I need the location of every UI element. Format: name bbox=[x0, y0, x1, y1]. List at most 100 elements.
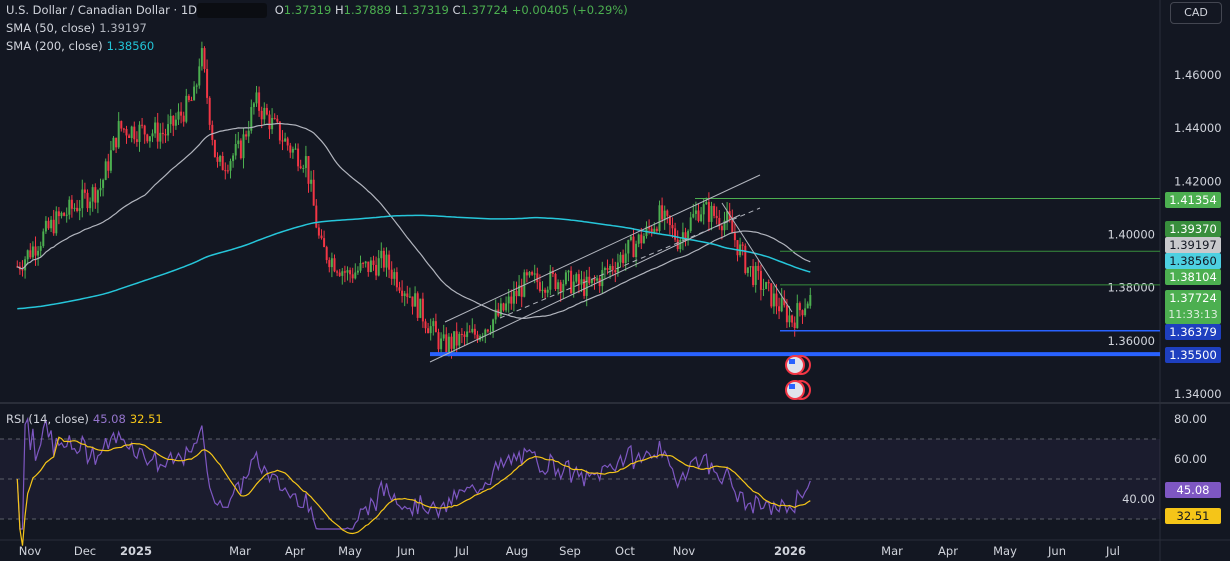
candle-body bbox=[603, 267, 606, 271]
candle-body bbox=[190, 100, 193, 102]
candle-body bbox=[52, 219, 55, 234]
candle-body bbox=[333, 258, 336, 272]
candle-body bbox=[198, 66, 201, 86]
candle-body bbox=[37, 250, 40, 256]
sma50-legend[interactable]: SMA (50, close) 1.39197 bbox=[6, 21, 147, 35]
time-tick-label: Apr bbox=[285, 544, 305, 558]
time-tick-label: May bbox=[338, 544, 362, 558]
candle-body bbox=[291, 148, 294, 153]
candle-body bbox=[390, 269, 393, 279]
candle-body bbox=[380, 250, 383, 259]
price-tick-label: 1.34000 bbox=[1174, 387, 1222, 401]
candle-body bbox=[741, 244, 744, 246]
candle-body bbox=[55, 211, 58, 234]
candle-body bbox=[624, 253, 627, 264]
candle-body bbox=[68, 199, 71, 215]
candle-body bbox=[772, 293, 775, 307]
symbol-title: U.S. Dollar / Canadian Dollar · 1D bbox=[6, 3, 198, 17]
candle-body bbox=[128, 135, 131, 139]
candle-body bbox=[767, 282, 770, 284]
candle-body bbox=[775, 293, 778, 307]
candle-body bbox=[219, 155, 222, 162]
candle-body bbox=[562, 284, 565, 292]
candle-body bbox=[211, 124, 214, 140]
candle-body bbox=[94, 187, 97, 203]
candle-body bbox=[629, 236, 632, 241]
candle-body bbox=[616, 262, 619, 273]
candle-body bbox=[159, 132, 162, 142]
candle-body bbox=[710, 205, 713, 222]
candle-body bbox=[232, 155, 235, 162]
candle-body bbox=[806, 303, 809, 309]
candle-body bbox=[239, 140, 242, 159]
rsi-line bbox=[16, 416, 811, 530]
candle-body bbox=[718, 217, 721, 227]
candle-body bbox=[276, 118, 279, 122]
candle-body bbox=[720, 226, 723, 231]
candle-body bbox=[424, 321, 427, 329]
candle-body bbox=[434, 321, 437, 333]
candle-body bbox=[107, 161, 110, 171]
candle-body bbox=[471, 328, 474, 333]
candle-body bbox=[611, 266, 614, 271]
us-flag-canton bbox=[789, 384, 795, 389]
candle-body bbox=[473, 328, 476, 335]
candle-body bbox=[208, 97, 211, 125]
candle-body bbox=[161, 132, 164, 135]
candle-body bbox=[96, 190, 99, 203]
rsi-legend[interactable]: RSI (14, close) 45.08 32.51 bbox=[6, 412, 163, 426]
candle-body bbox=[494, 309, 497, 320]
time-tick-label: May bbox=[993, 544, 1017, 558]
price-label-badge bbox=[1165, 192, 1221, 208]
candle-body bbox=[484, 329, 487, 336]
candle-body bbox=[640, 234, 643, 244]
price-label-badge bbox=[1165, 237, 1221, 253]
candle-body bbox=[180, 111, 183, 116]
candle-body bbox=[505, 303, 508, 311]
candle-body bbox=[193, 86, 196, 101]
candle-body bbox=[427, 328, 430, 334]
candle-body bbox=[242, 134, 245, 159]
candle-body bbox=[369, 260, 372, 272]
redacted-area bbox=[197, 3, 268, 18]
candle-body bbox=[455, 331, 458, 346]
candle-body bbox=[414, 293, 417, 307]
sma200-legend[interactable]: SMA (200, close) 1.38560 bbox=[6, 39, 154, 53]
candle-body bbox=[39, 246, 42, 251]
candle-body bbox=[707, 202, 710, 222]
candle-body bbox=[520, 285, 523, 297]
price-label-text: 1.37724 bbox=[1169, 291, 1217, 305]
change-value: +0.00405 (+0.29%) bbox=[511, 3, 628, 17]
candle-body bbox=[648, 226, 651, 229]
candle-body bbox=[221, 155, 224, 171]
candle-body bbox=[286, 138, 289, 146]
candle-body bbox=[143, 125, 146, 135]
time-tick-label: Mar bbox=[229, 544, 251, 558]
candle-body bbox=[120, 121, 123, 129]
candle-body bbox=[510, 296, 513, 304]
candle-body bbox=[99, 187, 102, 191]
candle-body bbox=[237, 140, 240, 144]
candle-body bbox=[310, 179, 313, 184]
candle-body bbox=[731, 220, 734, 234]
candle-body bbox=[551, 270, 554, 274]
candle-body bbox=[661, 205, 664, 220]
candle-body bbox=[234, 143, 237, 156]
candle-body bbox=[796, 303, 799, 329]
candle-body bbox=[393, 272, 396, 279]
candle-body bbox=[86, 192, 89, 209]
candle-body bbox=[770, 283, 773, 307]
candle-body bbox=[541, 289, 544, 291]
price-label-text: 1.39197 bbox=[1169, 238, 1217, 252]
candle-body bbox=[115, 137, 118, 148]
candle-body bbox=[185, 95, 188, 122]
time-tick-label: Nov bbox=[19, 544, 42, 558]
currency-button[interactable]: CAD bbox=[1170, 2, 1222, 24]
candle-body bbox=[627, 240, 630, 254]
candle-body bbox=[780, 298, 783, 312]
candle-body bbox=[598, 278, 601, 287]
time-tick-label: 2026 bbox=[774, 544, 806, 558]
candle-body bbox=[783, 298, 786, 306]
candle-body bbox=[278, 121, 281, 141]
